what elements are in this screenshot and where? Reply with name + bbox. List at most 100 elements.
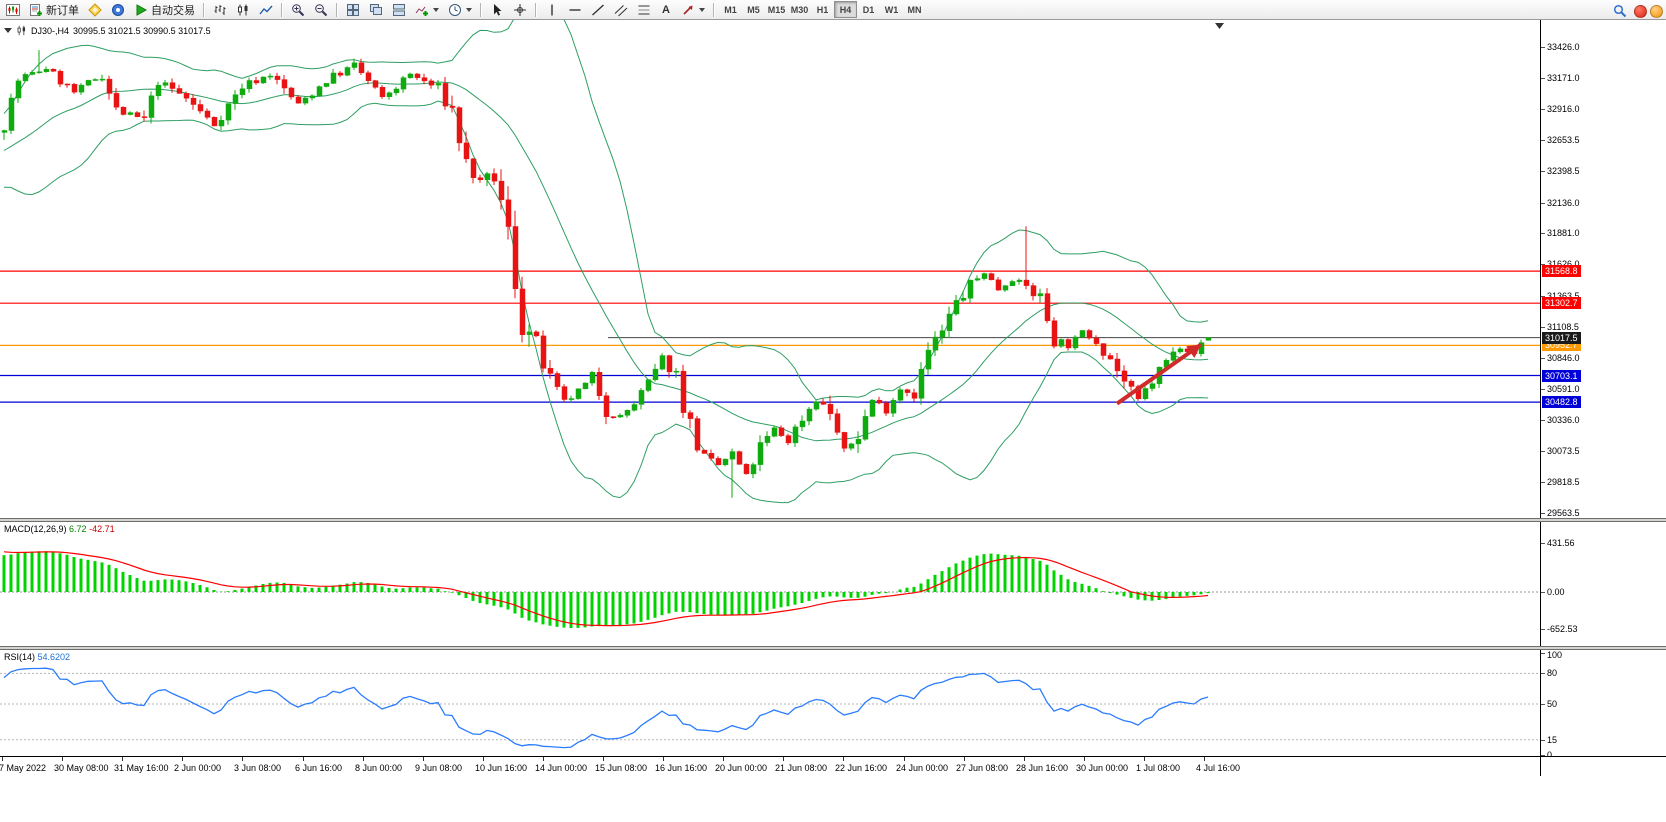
timeframe-button-mn[interactable]: MN — [903, 1, 926, 18]
fibonacci-icon — [638, 5, 650, 14]
timeframe-button-m30[interactable]: M30 — [788, 1, 811, 18]
channel-button[interactable] — [610, 1, 632, 19]
chart-ohlc-values: 30995.5 31021.5 30990.5 31017.5 — [73, 25, 211, 36]
horizontal-line-button[interactable] — [564, 1, 586, 19]
bottom-spacer — [0, 776, 1666, 822]
market-watch-button[interactable] — [107, 1, 129, 19]
price-tick-mark — [1541, 233, 1545, 234]
main-chart-svg — [0, 20, 1540, 504]
rsi-name: RSI(14) — [4, 652, 36, 662]
price-tick: 31363.5 — [1547, 291, 1580, 301]
time-label: 14 Jun 00:00 — [535, 763, 588, 773]
time-label: 10 Jun 16:00 — [475, 763, 528, 773]
zoom-in-button[interactable] — [287, 1, 309, 19]
time-axis[interactable]: 27 May 2022 30 May 08:00 31 May 16:00 2 Jun… — [0, 757, 1540, 776]
cursor-button[interactable] — [486, 1, 508, 19]
crosshair-icon — [514, 3, 526, 16]
rsi-panel[interactable]: RSI(14) 54.6202 — [0, 650, 1540, 756]
time-label: 15 Jun 08:00 — [595, 763, 648, 773]
arrows-button[interactable] — [677, 1, 709, 19]
macd-tick-mark — [1541, 629, 1545, 630]
price-tick-mark — [1541, 451, 1545, 452]
indicators-add-icon — [415, 6, 428, 16]
time-tick-mark — [543, 757, 544, 761]
price-level-tag: 30482.8 — [1542, 396, 1581, 408]
macd-axis[interactable]: 431.56 0.00 -652.53 — [1540, 522, 1666, 646]
arrow-tool-icon — [683, 5, 693, 15]
indicators-button[interactable] — [411, 1, 443, 19]
cascade-windows-button[interactable] — [365, 1, 387, 19]
price-axis[interactable]: 33426.0 33171.0 32916.0 32653.5 32398.5 32136… — [1540, 20, 1666, 518]
time-label: 21 Jun 08:00 — [775, 763, 828, 773]
price-tick: 31881.0 — [1547, 228, 1580, 238]
fibonacci-button[interactable] — [633, 1, 655, 19]
price-tick: 33426.0 — [1547, 42, 1580, 52]
price-tick: 31626.0 — [1547, 259, 1580, 269]
text-tool-icon: A — [662, 3, 670, 16]
timeframe-button-w1[interactable]: W1 — [880, 1, 903, 18]
price-tick-mark — [1541, 389, 1545, 390]
notifications-badge-red-icon[interactable] — [1634, 4, 1647, 18]
main-chart-area[interactable]: DJ30-,H4 30995.5 31021.5 30990.5 31017.5 — [0, 20, 1540, 518]
toolbar-separator — [535, 2, 537, 17]
macd-panel[interactable]: MACD(12,26,9) 6.72 -42.71 — [0, 522, 1540, 646]
macd-tick-mark — [1541, 543, 1545, 544]
timeframe-button-h4[interactable]: H4 — [834, 1, 857, 18]
timeframe-button-h1[interactable]: H1 — [811, 1, 834, 18]
time-tick-mark — [363, 757, 364, 761]
price-tick-mark — [1541, 482, 1545, 483]
price-tick: 30336.0 — [1547, 415, 1580, 425]
clock-icon — [449, 3, 461, 16]
time-tick-mark — [182, 757, 183, 761]
bar-chart-button[interactable] — [209, 1, 231, 19]
trendline-button[interactable] — [587, 1, 609, 19]
notifications-badge-orange-icon[interactable] — [1650, 4, 1663, 18]
crosshair-button[interactable] — [509, 1, 531, 19]
timeframe-button-m1[interactable]: M1 — [719, 1, 742, 18]
time-tick-mark — [122, 757, 123, 761]
time-label: 2 Jun 00:00 — [174, 763, 222, 773]
macd-tick: 0.00 — [1547, 587, 1565, 597]
price-level-tag: 30703.1 — [1542, 370, 1581, 382]
macd-name: MACD(12,26,9) — [4, 524, 67, 534]
new-chart-button[interactable] — [2, 1, 24, 19]
chart-symbol-period: DJ30-,H4 — [31, 25, 70, 36]
one-click-trading-toggle-icon[interactable] — [4, 28, 12, 33]
time-axis-row: 27 May 2022 30 May 08:00 31 May 16:00 2 Jun… — [0, 756, 1666, 776]
autotrading-button[interactable]: 自动交易 — [130, 1, 199, 19]
vertical-line-button[interactable] — [541, 1, 563, 19]
zoom-in-icon — [292, 3, 305, 16]
time-tick-mark — [1084, 757, 1085, 761]
line-chart-button[interactable] — [255, 1, 277, 19]
equidistant-channel-icon — [614, 4, 628, 16]
zoom-out-button[interactable] — [310, 1, 332, 19]
time-tick-mark — [904, 757, 905, 761]
time-tick-mark — [242, 757, 243, 761]
price-tick-mark — [1541, 296, 1545, 297]
macd-panel-divider[interactable] — [0, 518, 1666, 522]
rsi-panel-divider[interactable] — [0, 646, 1666, 650]
metaeditor-button[interactable] — [84, 1, 106, 19]
text-button[interactable]: A — [656, 1, 676, 19]
candlestick-chart-button[interactable] — [232, 1, 254, 19]
timeframe-button-m15[interactable]: M15 — [765, 1, 788, 18]
time-label: 8 Jun 00:00 — [355, 763, 403, 773]
time-label: 31 May 16:00 — [114, 763, 169, 773]
time-label: 9 Jun 08:00 — [415, 763, 463, 773]
price-tick: 32398.5 — [1547, 166, 1580, 176]
timeframe-button-d1[interactable]: D1 — [857, 1, 880, 18]
periods-button[interactable] — [444, 1, 476, 19]
search-button[interactable] — [1609, 2, 1631, 20]
rsi-row: RSI(14) 54.6202 100 80 50 15 0 — [0, 650, 1666, 756]
timeframe-button-m5[interactable]: M5 — [742, 1, 765, 18]
macd-signal-value: -42.71 — [89, 524, 115, 534]
rsi-tick: 50 — [1547, 699, 1558, 709]
candlestick-chart-icon — [238, 4, 248, 15]
rsi-axis[interactable]: 100 80 50 15 0 — [1540, 650, 1666, 756]
toolbar-right-group — [1609, 2, 1663, 20]
new-order-button[interactable]: 新订单 — [25, 1, 83, 19]
arrange-windows-button[interactable] — [388, 1, 410, 19]
time-tick-mark — [2, 757, 3, 761]
tile-windows-button[interactable] — [342, 1, 364, 19]
time-label: 27 May 2022 — [0, 763, 47, 773]
